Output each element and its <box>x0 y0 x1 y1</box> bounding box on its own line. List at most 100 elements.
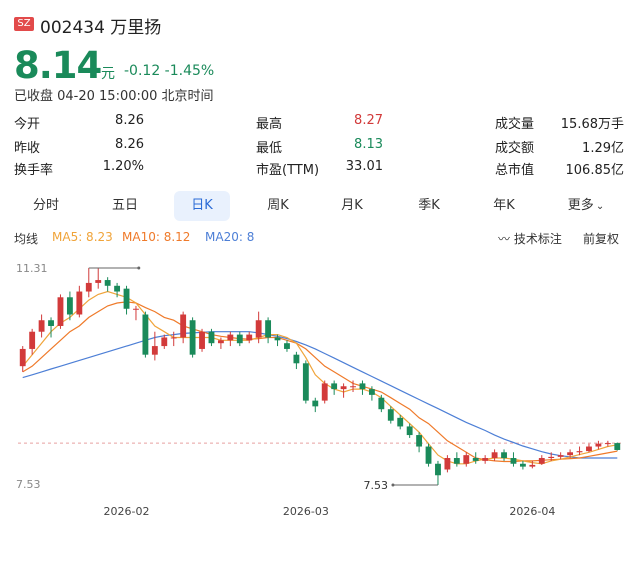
candle <box>208 328 215 347</box>
candle-body <box>482 458 489 461</box>
candle-body <box>95 280 102 283</box>
candle-body <box>538 458 545 464</box>
candle-body <box>519 463 526 467</box>
candle <box>406 423 413 438</box>
candle <box>576 446 583 456</box>
candle-body <box>340 386 347 390</box>
candle-body <box>133 308 139 310</box>
candle <box>302 360 309 404</box>
candle <box>29 328 36 355</box>
candle <box>340 383 347 398</box>
candle <box>350 380 356 392</box>
candle <box>236 331 243 347</box>
candle-body <box>227 334 234 341</box>
candle-body <box>463 455 470 464</box>
tab-yearly-k[interactable]: 年K <box>493 198 515 213</box>
tab-weekly-k[interactable]: 周K <box>267 198 289 213</box>
candle <box>85 268 92 298</box>
candle-body <box>368 389 375 395</box>
candle-body <box>491 452 498 459</box>
candle-body <box>38 320 45 332</box>
candle-body <box>387 409 394 421</box>
kline-chart[interactable]: 11.31 7.53 11.31 7.53 2026-02 2026-03 2026-04 <box>0 250 638 580</box>
candle-body <box>453 458 460 464</box>
quote-value: 33.01 <box>345 159 383 174</box>
candle-body <box>501 452 507 459</box>
quote-value: 1.29亿 <box>582 141 624 156</box>
candle-body <box>66 297 73 315</box>
candle <box>359 380 366 395</box>
tab-more[interactable]: 更多 ⌄ <box>560 191 612 221</box>
y-min-label: 7.53 <box>16 478 41 491</box>
candle <box>321 380 328 404</box>
tab-monthly-k[interactable]: 月K <box>341 198 363 213</box>
tab-five-day[interactable]: 五日 <box>111 198 138 213</box>
quote-value: 15.68万手 <box>560 117 624 132</box>
ma-label: 均线 <box>14 232 39 246</box>
candle <box>95 268 102 289</box>
tech-annotation-toggle[interactable]: 〰 技术标注 <box>498 230 562 247</box>
tab-daily-k[interactable]: 日K <box>174 191 230 221</box>
candle-body <box>217 340 224 344</box>
candle <box>161 334 168 349</box>
candle-body <box>331 383 338 390</box>
candle-body <box>293 354 300 364</box>
candle-body <box>576 451 583 453</box>
candle-body <box>567 452 574 456</box>
stock-title: 002434 万里扬 <box>40 18 162 38</box>
tech-annotation-label: 技术标注 <box>513 232 562 246</box>
tab-intraday[interactable]: 分时 <box>32 198 59 213</box>
candle <box>463 452 470 467</box>
candle <box>510 452 517 467</box>
candle <box>368 386 375 401</box>
candle-body <box>595 443 602 447</box>
candle-body <box>104 280 111 286</box>
ma20-line <box>22 331 618 459</box>
quote-label: 成交量 <box>495 117 535 132</box>
quote-value: 8.13 <box>354 137 383 152</box>
candle <box>284 340 290 352</box>
candle <box>19 346 26 372</box>
quote-label: 最高 <box>256 117 283 132</box>
candle <box>104 277 111 292</box>
x-tick-label: 2026-03 <box>283 505 329 518</box>
candle <box>567 449 574 459</box>
candle <box>133 305 139 321</box>
candle-body <box>57 297 64 326</box>
quote-value: 106.85亿 <box>565 163 625 178</box>
candle <box>38 314 45 338</box>
candle <box>435 460 441 485</box>
candle-body <box>321 383 328 401</box>
candle <box>274 334 281 347</box>
tab-quarterly-k[interactable]: 季K <box>418 198 440 213</box>
candle <box>48 317 54 338</box>
candle-body <box>586 446 592 452</box>
price-unit: 元 <box>101 66 115 82</box>
candle-body <box>406 426 413 436</box>
candle <box>170 331 177 347</box>
candle <box>378 394 385 413</box>
quote-label: 市盈(TTM) <box>256 163 320 178</box>
candle <box>482 455 489 464</box>
candle-body <box>265 320 272 338</box>
candle-body <box>444 458 451 470</box>
x-tick-label: 2026-02 <box>104 505 150 518</box>
candle-body <box>29 331 36 349</box>
quote-label: 今开 <box>14 117 41 132</box>
market-status: 已收盘 04-20 15:00:00 北京时间 <box>14 89 214 104</box>
candle <box>265 317 272 344</box>
candle-body <box>472 458 479 461</box>
ma10-value: MA10: 8.12 <box>122 230 191 244</box>
candle <box>114 282 121 298</box>
candle <box>425 443 432 467</box>
candle <box>246 331 253 344</box>
candle <box>293 351 300 370</box>
quote-label: 换手率 <box>14 163 54 178</box>
candle <box>217 337 224 349</box>
candle <box>519 460 526 470</box>
candle-body <box>614 443 621 450</box>
quote-label: 昨收 <box>14 141 41 156</box>
candle <box>227 331 234 347</box>
candle-body <box>76 291 83 315</box>
adjust-mode-button[interactable]: 前复权 <box>583 232 620 246</box>
